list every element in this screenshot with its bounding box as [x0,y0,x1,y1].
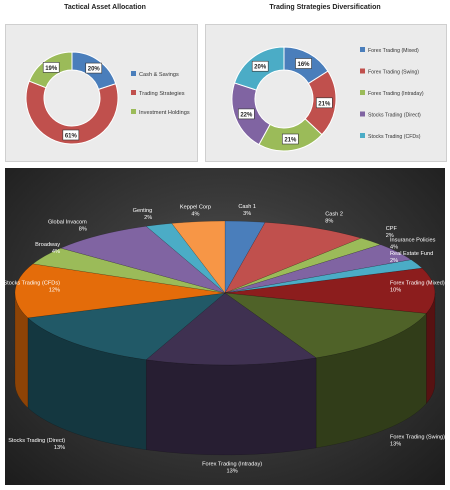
portfolio3d-slice-genting [145,223,226,294]
portfolio3d-slice-insurance-policies [224,244,412,294]
strategies-legend-swatch-forex-trading-intraday [360,90,365,95]
strategies-data-label-stocks-trading-direct: 22% [240,112,253,118]
strategies-donut-chart: 16% 21% 21% 22% 20% Forex Trading (Mixed) Fore… [231,46,424,152]
strategies-data-label-box [282,133,299,145]
portfolio3d-category-label-genting: Genting [133,208,153,214]
portfolio3d-slice-cash-1 [224,220,266,294]
portfolio3d-value-label-cash-2: 8% [325,219,333,225]
portfolio3d-category-label-broadway: Broadway [35,242,60,248]
portfolio-3d-chart-panel: Cash 1 3% Cash 2 8% CPF 2% Insurance Policies 4… [3,168,445,485]
tactical-data-label-box [42,62,60,73]
portfolio3d-value-label-cash-1: 3% [243,211,251,217]
tactical-donut-chart: 20% 61% 19% Cash & Savings Trading Strategie… [25,51,190,145]
portfolio3d-category-label-global-invacom: Global Invacom [48,220,87,226]
portfolio3d-value-label-insurance-policies: 4% [390,245,398,251]
portfolio3d-value-label-global-invacom: 8% [79,227,87,233]
portfolio3d-value-label-stocks-trading-cfds: 12% [49,287,60,293]
portfolio3d-value-label-keppel-corp: 4% [191,211,199,217]
portfolio3d-value-label-real-estate-fund: 2% [390,258,398,264]
portfolio3d-value-label-stocks-trading-direct: 13% [54,445,65,451]
portfolio3d-slice-cash-2 [224,222,362,294]
strategies-legend-swatch-stocks-trading-direct [360,111,365,117]
tactical-data-label-trading-strategies: 61% [65,133,78,139]
tactical-legend-swatch-cash-savings [131,71,136,76]
portfolio3d-value-label-forex-trading-mixed: 10% [390,287,401,293]
portfolio3d-slice-forex-trading-intraday [145,292,317,366]
strategies-legend-swatch-stocks-trading-cfds [360,133,365,138]
tactical-data-label-investment-holdings: 19% [45,66,58,72]
portfolio3d-value-label-broadway: 4% [52,249,60,255]
strategies-data-label-box [316,97,333,109]
portfolio3d-category-label-stocks-trading-direct: Stocks Trading (Direct) [8,438,65,444]
portfolio3d-slice-stocks-trading-direct [27,292,226,361]
portfolio3d-value-label-genting: 2% [144,215,152,221]
strategies-chart-panel: 16% 21% 21% 22% 20% Forex Trading (Mixed) Fore… [205,24,447,162]
tactical-legend-swatch-trading-strategies [131,90,136,95]
portfolio3d-slice-forex-trading-swing [224,292,427,359]
strategies-legend-label-forex-trading-intraday: Forex Trading (Intraday) [368,91,424,97]
strategies-data-label-stocks-trading-cfds: 20% [254,65,267,71]
strategies-legend-swatch-forex-trading-swing [360,68,365,74]
portfolio3d-category-label-forex-trading-swing: Forex Trading (Swing) [390,434,445,440]
portfolio3d-slice-real-estate-fund [224,259,423,294]
portfolio3d-slice-keppel-corp [171,220,226,294]
strategies-legend-label-forex-trading-mixed: Forex Trading (Mixed) [368,48,419,54]
portfolio3d-slice-global-invacom [60,225,226,294]
strategies-data-label-box [251,60,269,72]
portfolio3d-value-label-forex-trading-intraday: 13% [227,468,238,474]
strategies-legend-label-stocks-trading-cfds: Stocks Trading (CFDs) [368,134,421,140]
portfolio3d-value-label-cpf: 2% [386,233,394,239]
strategies-legend-label-stocks-trading-direct: Stocks Trading (Direct) [368,113,421,119]
tactical-chart-panel: 20% 61% 19% Cash & Savings Trading Strategie… [5,24,198,162]
tactical-data-label-cash-savings: 20% [88,67,101,73]
strategies-data-label-forex-trading-mixed: 16% [298,62,311,68]
portfolio3d-category-label-forex-trading-intraday: Forex Trading (Intraday) [202,461,262,467]
tactical-legend-label-cash-savings: Cash & Savings [139,72,179,78]
tactical-chart-title: Tactical Asset Allocation [64,4,146,11]
tactical-legend-swatch-investment-holdings [131,109,136,114]
strategies-data-label-box [295,58,312,69]
tactical-slice-trading-strategies [25,80,119,145]
portfolio3d-category-label-cash-2: Cash 2 [325,212,343,218]
portfolio3d-side-forex-trading-intraday [145,357,317,456]
portfolio3d-slice-forex-trading-mixed [224,267,436,314]
tactical-legend-label-trading-strategies: Trading Strategies [139,91,185,97]
portfolio3d-category-label-keppel-corp: Keppel Corp [180,204,211,210]
portfolio3d-category-label-cpf: CPF [386,226,398,232]
tactical-legend-label-investment-holdings: Investment Holdings [139,110,190,116]
portfolio3d-category-label-cash-1: Cash 1 [238,204,256,210]
strategies-data-label-forex-trading-swing: 21% [318,101,331,107]
portfolio3d-value-label-forex-trading-swing: 13% [390,441,401,447]
portfolio3d-slice-broadway [32,247,226,294]
strategies-data-label-forex-trading-intraday: 21% [284,138,297,144]
portfolio3d-category-label-stocks-trading-cfds: Stocks Trading (CFDs) [5,280,60,286]
portfolio3d-slice-stocks-trading-cfds [14,263,226,319]
strategies-data-label-box [238,108,255,120]
strategies-chart-title: Trading Strategies Diversification [269,4,381,11]
portfolio3d-category-label-insurance-policies: Insurance Policies [390,238,436,244]
tactical-data-label-box [62,129,80,141]
tactical-data-label-box [85,62,103,74]
portfolio3d-category-label-forex-trading-mixed: Forex Trading (Mixed) [390,280,445,286]
strategies-legend-label-forex-trading-swing: Forex Trading (Swing) [368,70,419,76]
strategies-legend-swatch-forex-trading-mixed [360,47,365,52]
portfolio3d-slice-cpf [224,237,382,294]
portfolio3d-category-label-real-estate-fund: Real Estate Fund [390,251,433,257]
